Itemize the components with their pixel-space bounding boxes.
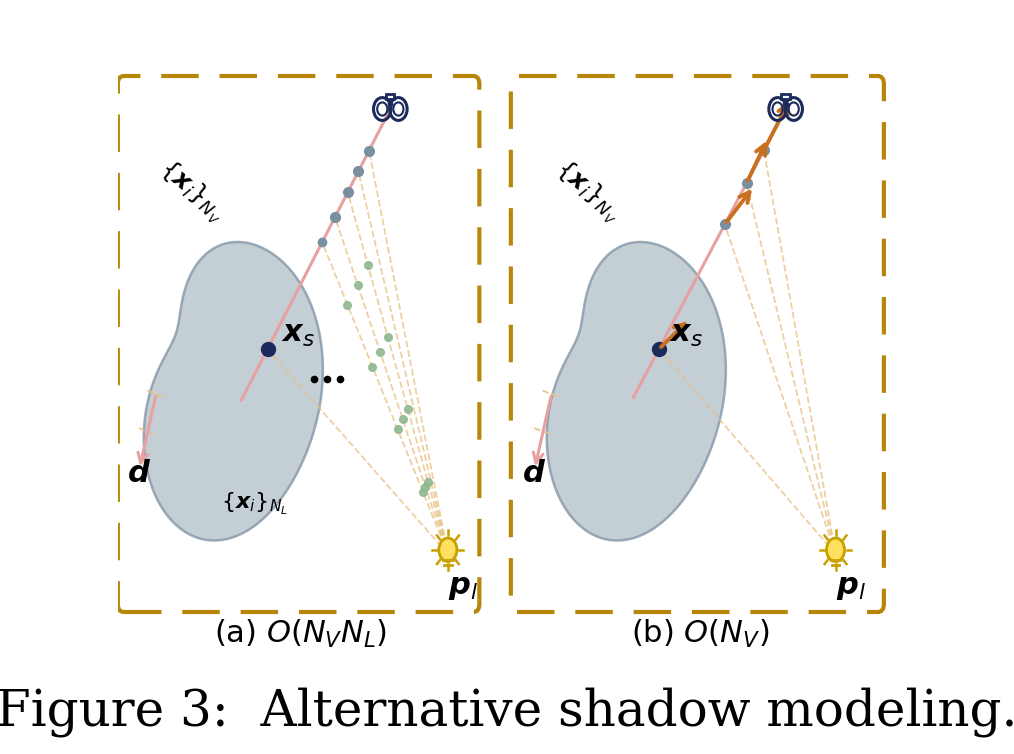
Text: (b) $O(N_V)$: (b) $O(N_V)$ [631,618,769,650]
Text: $\{\boldsymbol{x}_i\}_{N_V}$: $\{\boldsymbol{x}_i\}_{N_V}$ [152,155,231,228]
Text: $\boldsymbol{p}_l$: $\boldsymbol{p}_l$ [448,573,479,602]
Text: $\{\boldsymbol{x}_i\}_{N_L}$: $\{\boldsymbol{x}_i\}_{N_L}$ [221,491,289,517]
Text: $\boldsymbol{x}_s$: $\boldsymbol{x}_s$ [669,320,703,349]
Circle shape [439,538,457,562]
Text: Figure 3:  Alternative shadow modeling.: Figure 3: Alternative shadow modeling. [0,687,1014,737]
Polygon shape [547,242,726,541]
Text: $\boldsymbol{d}$: $\boldsymbol{d}$ [127,459,151,488]
Text: $\boldsymbol{x}_s$: $\boldsymbol{x}_s$ [281,320,314,349]
Text: $\boldsymbol{p}_l$: $\boldsymbol{p}_l$ [836,573,866,602]
Circle shape [826,538,845,562]
Text: $\{\boldsymbol{x}_i\}_{N_V}$: $\{\boldsymbol{x}_i\}_{N_V}$ [548,155,627,228]
Bar [386,94,394,100]
Text: (a) $O(N_V N_L)$: (a) $O(N_V N_L)$ [214,618,387,650]
Bar [782,94,790,100]
Polygon shape [144,242,322,541]
Text: $\boldsymbol{d}$: $\boldsymbol{d}$ [522,459,547,488]
